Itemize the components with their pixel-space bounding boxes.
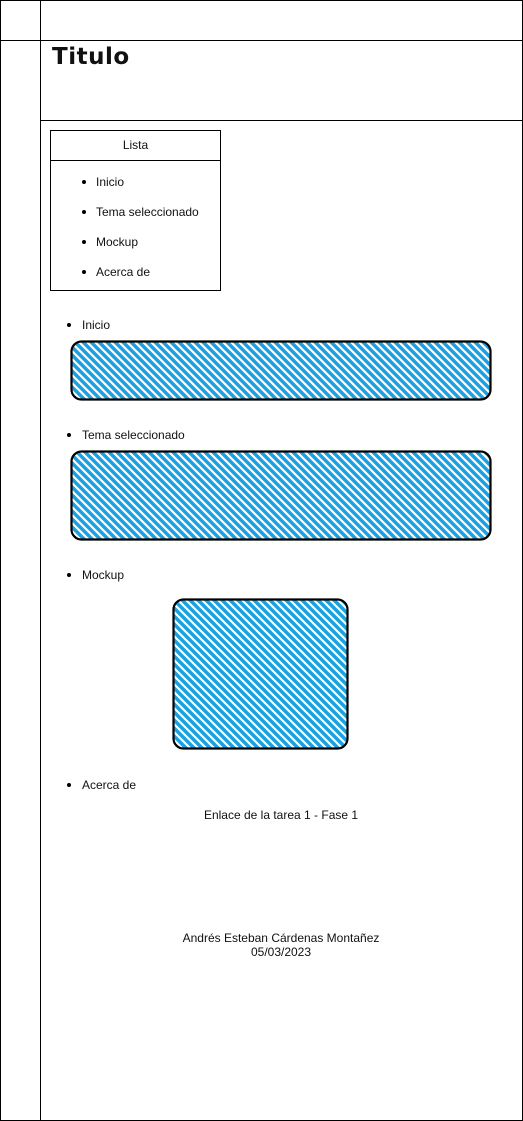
section-label-text: Mockup	[82, 568, 125, 582]
nav-item-inicio[interactable]: Inicio	[51, 167, 220, 197]
bullet-icon	[82, 210, 86, 214]
nav-item-label: Tema seleccionado	[96, 205, 199, 219]
page-title: Titulo	[52, 44, 130, 70]
bullet-icon	[82, 240, 86, 244]
nav-list-heading: Lista	[51, 131, 220, 161]
nav-item-label: Acerca de	[96, 265, 151, 279]
nav-list: Inicio Tema seleccionado Mockup Acerca d…	[51, 167, 220, 287]
section-label-mockup: Mockup	[67, 568, 125, 582]
section-label-text: Acerca de	[82, 778, 137, 792]
section-label-acerca: Acerca de	[67, 778, 137, 792]
bullet-icon	[67, 573, 71, 577]
author-name: Andrés Esteban Cárdenas Montañez	[182, 931, 380, 945]
section-label-tema: Tema seleccionado	[67, 428, 185, 442]
nav-item-tema[interactable]: Tema seleccionado	[51, 197, 220, 227]
title-divider	[40, 120, 523, 121]
nav-item-label: Inicio	[96, 175, 125, 189]
section-label-inicio: Inicio	[67, 318, 111, 332]
bullet-icon	[82, 270, 86, 274]
left-column-divider	[40, 0, 41, 1121]
date-text: 05/03/2023	[250, 945, 312, 959]
section-label-text: Tema seleccionado	[82, 428, 185, 442]
task-link[interactable]: Enlace de la tarea 1 - Fase 1	[203, 808, 359, 822]
nav-item-mockup[interactable]: Mockup	[51, 227, 220, 257]
nav-item-label: Mockup	[96, 235, 139, 249]
bullet-icon	[67, 323, 71, 327]
nav-item-acerca[interactable]: Acerca de	[51, 257, 220, 287]
inicio-placeholder-block	[70, 340, 492, 401]
section-label-text: Inicio	[82, 318, 111, 332]
bullet-icon	[82, 180, 86, 184]
tema-placeholder-block	[70, 450, 492, 541]
header-divider	[0, 40, 523, 41]
mockup-placeholder-image	[172, 598, 349, 750]
nav-list-box: Lista Inicio Tema seleccionado Mockup Ac…	[50, 130, 221, 291]
bullet-icon	[67, 783, 71, 787]
bullet-icon	[67, 433, 71, 437]
